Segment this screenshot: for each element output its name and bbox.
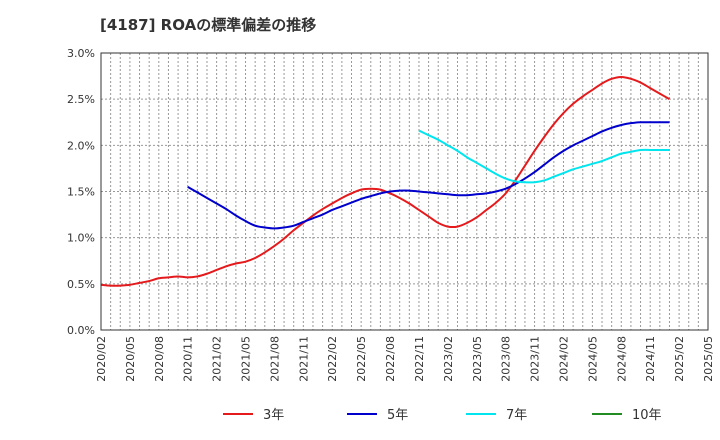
x-tick-label: 2022/02 — [326, 336, 339, 382]
y-tick-label: 2.0% — [67, 139, 95, 152]
y-tick-label: 0.0% — [67, 324, 95, 337]
y-tick-label: 3.0% — [67, 47, 95, 60]
legend-label: 3年 — [263, 408, 284, 423]
x-tick-label: 2021/08 — [268, 336, 281, 382]
legend-label: 7年 — [506, 408, 527, 423]
x-tick-label: 2025/02 — [673, 336, 686, 382]
y-axis-ticks: 0.0% 0.5% 1.0% 1.5% 2.0% 2.5% 3.0% — [67, 47, 95, 337]
chart-title: [4187] ROAの標準偏差の推移 — [100, 16, 317, 34]
x-tick-label: 2025/05 — [702, 336, 715, 382]
plot-border — [100, 52, 709, 331]
x-tick-label: 2023/08 — [500, 336, 513, 382]
x-tick-label: 2020/08 — [153, 336, 166, 382]
x-axis-ticks: 2020/02 2020/05 2020/08 2020/11 2021/02 2021/… — [95, 336, 715, 382]
x-tick-label: 2024/02 — [557, 336, 570, 382]
series-line-3年 — [100, 76, 670, 287]
x-tick-label: 2020/05 — [124, 336, 137, 382]
x-tick-label: 2024/05 — [586, 336, 599, 382]
x-tick-label: 2022/08 — [384, 336, 397, 382]
x-tick-label: 2021/05 — [240, 336, 253, 382]
y-tick-label: 2.5% — [67, 93, 95, 106]
x-tick-label: 2024/11 — [644, 336, 657, 382]
series-lines — [100, 76, 670, 287]
y-tick-label: 1.5% — [67, 186, 95, 199]
x-tick-label: 2023/02 — [442, 336, 455, 382]
x-tick-label: 2022/11 — [413, 336, 426, 382]
x-tick-label: 2021/02 — [211, 336, 224, 382]
legend-label: 10年 — [632, 408, 662, 423]
series-line-5年 — [187, 121, 670, 230]
x-tick-label: 2022/05 — [355, 336, 368, 382]
x-tick-label: 2024/08 — [615, 336, 628, 382]
x-tick-label: 2023/05 — [471, 336, 484, 382]
y-tick-label: 1.0% — [67, 232, 95, 245]
y-tick-label: 0.5% — [67, 278, 95, 291]
series-line-7年 — [418, 129, 670, 184]
legend-label: 5年 — [387, 408, 408, 423]
x-tick-label: 2020/02 — [95, 336, 108, 382]
grid — [101, 53, 708, 330]
x-tick-label: 2020/11 — [182, 336, 195, 382]
legend: 3年 5年 7年 10年 — [223, 408, 662, 423]
x-tick-label: 2023/11 — [529, 336, 542, 382]
x-tick-label: 2021/11 — [297, 336, 310, 382]
